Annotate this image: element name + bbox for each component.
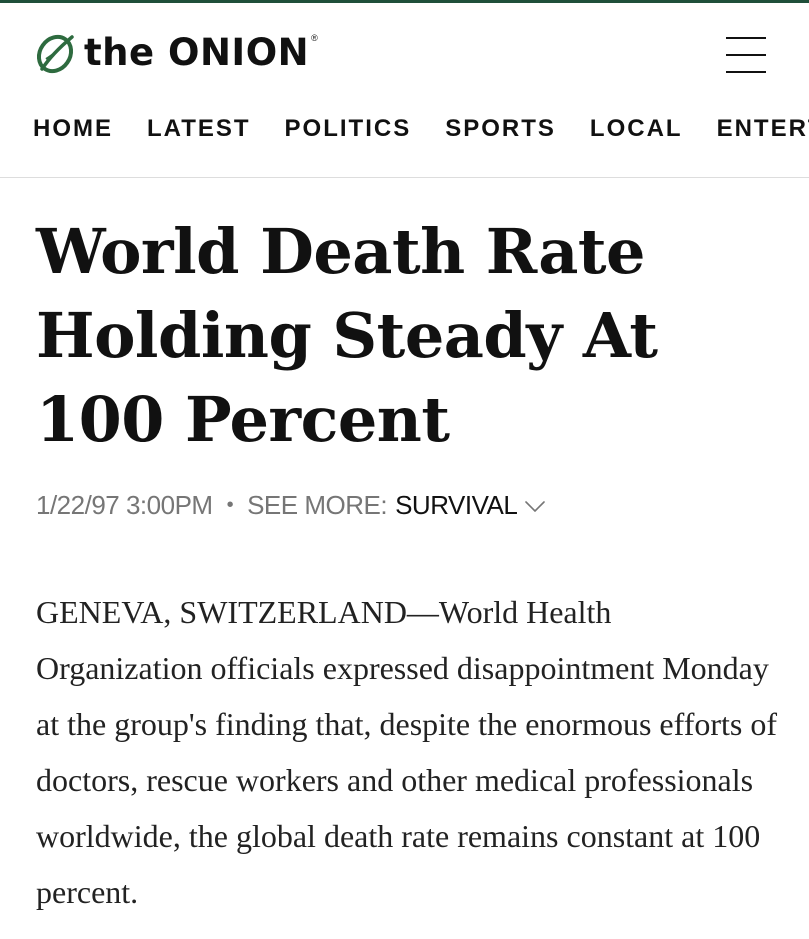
see-more-label: SEE MORE:: [247, 490, 388, 520]
main-nav: HOME LATEST POLITICS SPORTS LOCAL ENTERT…: [0, 111, 809, 151]
article-body: GENEVA, SWITZERLAND—World Health Organiz…: [36, 594, 778, 910]
site-logo[interactable]: the ONION ®: [32, 27, 318, 79]
article-headline: World Death Rate Holding Steady At 100 P…: [36, 215, 658, 456]
nav-item-local[interactable]: LOCAL: [589, 115, 683, 142]
onion-leaf-icon: [36, 34, 74, 74]
top-accent-bar: [0, 0, 809, 3]
nav-item-sports[interactable]: SPORTS: [445, 115, 556, 142]
nav-item-latest[interactable]: LATEST: [147, 115, 251, 142]
article: World Death Rate Holding Steady At 100 P…: [36, 210, 781, 910]
nav-item-politics[interactable]: POLITICS: [284, 115, 412, 142]
hamburger-menu-icon[interactable]: [724, 34, 768, 78]
menu-line: [726, 54, 766, 56]
site-header: the ONION ® HOME LATEST POLITICS SPORTS …: [0, 3, 809, 178]
registered-mark: ®: [311, 33, 318, 43]
logo-wordmark: the ONION: [84, 30, 310, 74]
nav-item-home[interactable]: HOME: [33, 115, 113, 142]
article-meta: 1/22/97 3:00PM • SEE MORE: SURVIVAL: [36, 490, 547, 521]
chevron-down-icon[interactable]: [523, 494, 547, 518]
meta-separator: •: [226, 494, 234, 516]
menu-line: [726, 37, 766, 39]
header-divider: [0, 177, 809, 178]
tag-link-survival[interactable]: SURVIVAL: [395, 490, 518, 520]
menu-line: [726, 71, 766, 73]
article-timestamp: 1/22/97 3:00PM: [36, 490, 213, 520]
nav-item-entertainment[interactable]: ENTERTAINMENT: [716, 115, 809, 142]
